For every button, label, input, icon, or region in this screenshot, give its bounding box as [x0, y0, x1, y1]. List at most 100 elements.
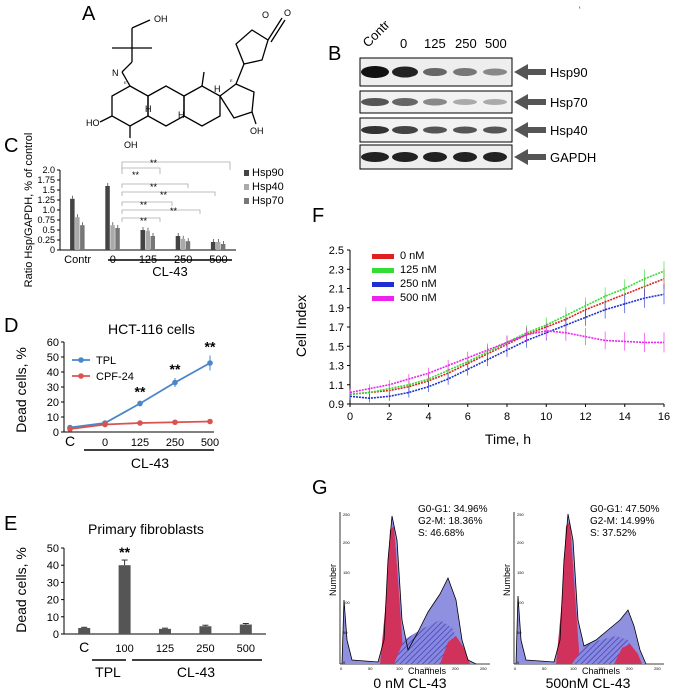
panel-d-ytick-label: 0	[53, 427, 59, 439]
hist1-outline	[515, 513, 647, 665]
panel-c-bar	[175, 236, 181, 250]
sig-c-4: **	[160, 190, 168, 200]
atom-label-o-ring: O	[262, 10, 269, 20]
panel-d-legend-marker	[78, 357, 84, 363]
panel-c-ytick-label: 1.5	[42, 185, 55, 195]
panel-c-bar	[105, 186, 110, 250]
lane-label-contr: Contr	[360, 17, 394, 51]
blot-strip-hsp40	[359, 117, 513, 143]
panel-c-ytick-label: 2.0	[42, 165, 55, 175]
panel-d-significance: **	[205, 339, 216, 355]
panel-c-category-label: 125	[139, 254, 157, 266]
panel-f-xtick-label: 2	[386, 411, 392, 423]
hist1-ytick-0: 0	[517, 660, 520, 665]
panel-e-group-cl43: CL-43	[177, 664, 215, 680]
panel-d-category-label: 500	[201, 437, 219, 449]
panel-f-xtick-label: 8	[504, 411, 510, 423]
atom-label-oh-lower: OH	[124, 140, 138, 150]
hist0-stat-s: S: 46.68%	[418, 528, 464, 539]
sig-c-5: **	[140, 200, 148, 210]
panel-f-legend-swatch	[372, 268, 394, 273]
panel-f-legend-swatch	[372, 282, 394, 287]
hist0-stat-g2m: G2-M: 18.36%	[418, 516, 483, 527]
stereo-label-2: E	[230, 78, 233, 83]
panel-c-bar	[150, 236, 155, 250]
panel-f: F Cell Index Time, h 0.9 1.1 1.3 1.5 1.7 1.9 2…	[293, 205, 670, 447]
hist1-stat-s: S: 37.52%	[590, 528, 636, 539]
panel-f-legend-label: 125 nM	[400, 264, 437, 276]
panel-c-bar	[115, 228, 120, 250]
panel-d-category-label: C	[65, 433, 75, 449]
panel-f-legend-swatch	[372, 254, 394, 259]
panel-d-legend-label: TPL	[96, 355, 116, 367]
hist1-xtick-0: 0	[514, 666, 517, 671]
panel-c-bar	[70, 198, 75, 250]
panel-f-xtick-label: 4	[425, 411, 431, 423]
hist0-ytick-2: 100	[343, 600, 350, 605]
panel-c-ylabel: Ratio Hsp/GAPDH, % of control	[23, 133, 35, 288]
panel-c-group-label: CL-43	[152, 264, 187, 279]
cl43-structure-drawing	[99, 17, 286, 138]
panel-f-legend-label: 500 nM	[400, 292, 437, 304]
atom-label-n: N	[112, 68, 119, 78]
hist1-s-phase-fill	[516, 514, 646, 664]
hist0-xtick-5: 250	[480, 666, 487, 671]
panel-d-legend-label: CPF-24	[96, 371, 134, 383]
panel-d-point	[207, 418, 213, 425]
panel-f-ylabel: Cell Index	[293, 295, 309, 357]
bracket-0-500-hsp90	[121, 161, 231, 170]
panel-d-point	[67, 426, 73, 432]
lane-label-250: 250	[455, 36, 477, 51]
bracket-0-125-c	[121, 217, 161, 222]
protein-label-gapdh: GAPDH	[550, 150, 596, 165]
protein-label-hsp90: Hsp90	[550, 65, 588, 80]
hist0-outline	[341, 515, 477, 665]
panel-b: B Contr 0 125 250 500 ʿ	[328, 5, 596, 170]
panel-f-ytick-label: 1.7	[329, 322, 344, 334]
panel-c-legend-label: Hsp90	[252, 167, 284, 179]
panel-d-ylabel: Dead cells, %	[13, 347, 29, 433]
panel-d-legend-marker	[78, 373, 84, 379]
panel-d-point	[172, 379, 178, 386]
panel-d-ytick-label: 60	[47, 337, 59, 349]
hist1-stat-g0g1: G0-G1: 47.50%	[590, 504, 660, 515]
panel-d-ytick-label: 10	[47, 412, 59, 424]
panel-c-label: C	[4, 135, 18, 157]
panel-e-ytick-label: 10	[47, 612, 59, 624]
panel-e-title: Primary fibroblasts	[88, 521, 204, 537]
panel-d-ytick-label: 20	[47, 397, 59, 409]
arrow-hsp90	[514, 64, 546, 80]
panel-d-title: HCT-116 cells	[108, 321, 195, 337]
panel-c-ytick-label: 1.25	[37, 195, 55, 205]
panel-e-bar	[159, 628, 171, 634]
sig-c-7: **	[140, 216, 148, 226]
sig-c-6: **	[170, 206, 178, 216]
panel-f-xlabel: Time, h	[485, 431, 531, 447]
panel-f-label: F	[312, 205, 324, 227]
hist0-xtick-1: 50	[368, 666, 373, 671]
panel-c-bar	[75, 217, 80, 250]
panel-e-group-tpl: TPL	[95, 664, 121, 680]
panel-c-category-label: 250	[174, 254, 192, 266]
panel-d-group-label: CL-43	[131, 455, 169, 471]
panel-f-xtick-label: 0	[347, 411, 353, 423]
hist0-xtick-3: 150	[424, 666, 431, 671]
panel-c-bar	[80, 225, 85, 250]
bracket-0-500-a	[121, 191, 216, 196]
panel-c-ytick-label: 1.75	[37, 175, 55, 185]
structure-atom-labels: OH N H H H HO OH OH O O E E	[86, 8, 291, 150]
panel-d-label: D	[4, 315, 18, 337]
panel-c-ytick-label: 1.0	[42, 205, 55, 215]
atom-label-o-carbonyl: O	[284, 8, 291, 18]
panel-c-legend-swatch	[244, 184, 249, 190]
panel-e-ytick-label: 20	[47, 595, 59, 607]
panel-d-point	[207, 360, 213, 366]
histogram-0nm: Number Channels 0 50 100 150 200 250 0 5…	[328, 504, 490, 691]
panel-e-significance: **	[119, 544, 130, 560]
panel-f-ytick-label: 2.5	[329, 245, 344, 257]
hist0-ytick-0: 0	[343, 660, 346, 665]
hist1-xtick-3: 150	[598, 666, 605, 671]
panel-e-bar	[118, 565, 131, 634]
panel-f-ytick-label: 1.3	[329, 361, 344, 373]
